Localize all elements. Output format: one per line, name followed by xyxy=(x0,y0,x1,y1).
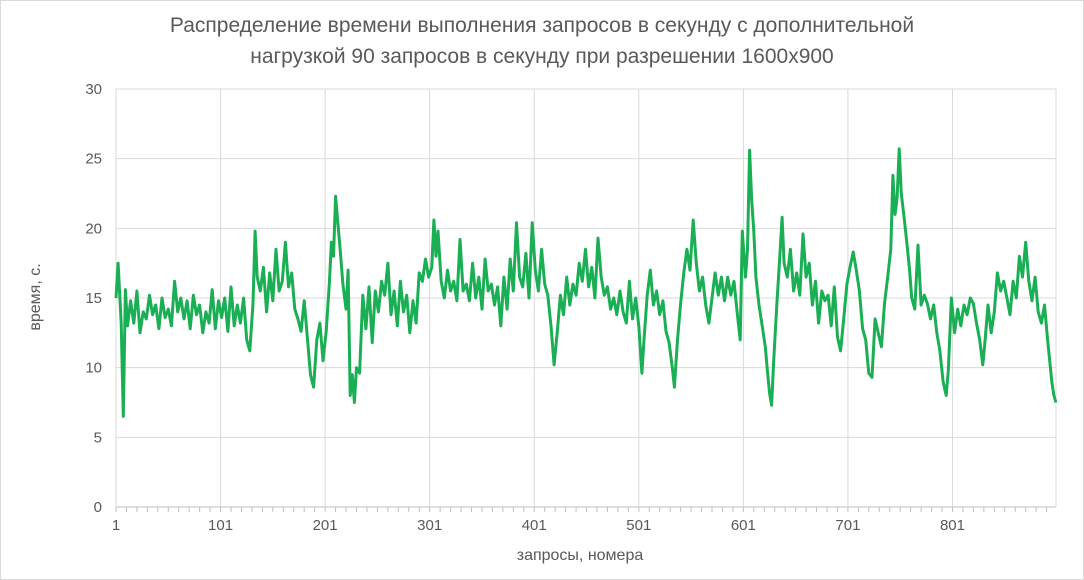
y-tick-label: 15 xyxy=(85,290,102,307)
x-tick-label: 201 xyxy=(313,517,338,534)
y-tick-label: 10 xyxy=(85,360,102,377)
y-tick-label: 5 xyxy=(94,429,102,446)
x-tick-label: 401 xyxy=(522,517,547,534)
chart-title-line-1: Распределение времени выполнения запросо… xyxy=(169,14,915,37)
y-tick-label: 30 xyxy=(85,81,102,98)
x-axis-title: запросы, номера xyxy=(517,547,644,564)
x-tick-label: 801 xyxy=(940,517,965,534)
chart-title-line-2: нагрузкой 90 запросов в секунду при разр… xyxy=(250,45,834,68)
y-tick-label: 20 xyxy=(85,220,102,237)
x-tick-label: 101 xyxy=(208,517,233,534)
x-tick-label: 601 xyxy=(731,517,756,534)
x-axis: 1 101 201 301 401 501 601 701 801 xyxy=(112,517,965,534)
x-tick-label: 501 xyxy=(626,517,651,534)
x-tick-label: 701 xyxy=(835,517,860,534)
series-line xyxy=(114,147,1058,418)
x-tick-label: 301 xyxy=(417,517,442,534)
x-tick-label: 1 xyxy=(112,517,120,534)
y-axis: 0 5 10 15 20 25 30 xyxy=(85,81,102,516)
y-tick-label: 25 xyxy=(85,151,102,168)
y-tick-label: 0 xyxy=(94,499,102,516)
y-axis-title: время, с. xyxy=(27,263,44,330)
